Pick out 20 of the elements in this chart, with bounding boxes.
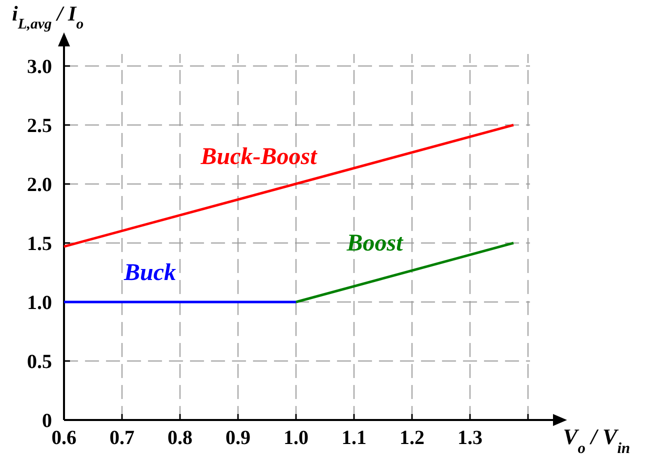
series-label: Boost (346, 230, 404, 256)
x-tick-label: 0.7 (110, 427, 134, 449)
y-tick-label: 1.5 (27, 233, 52, 255)
x-tick-label: 1.0 (284, 427, 308, 449)
x-tick-label: 0.6 (52, 427, 76, 449)
y-tick-label: 3.0 (27, 56, 52, 78)
x-axis-title: V$_{o}$ / V$_{in}$ (563, 424, 630, 456)
series-label: Buck (122, 260, 176, 286)
y-tick-label: 0 (42, 410, 52, 432)
series-label: Buck-Boost (200, 144, 318, 170)
x-tick-label: 1.3 (458, 427, 482, 449)
x-tick-label: 0.9 (226, 427, 250, 449)
y-tick-label: 2.0 (27, 174, 52, 196)
x-tick-label: 1.1 (342, 427, 366, 449)
y-tick-label: 0.5 (27, 351, 52, 373)
x-tick-label: 1.2 (400, 427, 424, 449)
y-tick-label: 1.0 (27, 292, 52, 314)
x-tick-label: 0.8 (168, 427, 192, 449)
y-axis-title: i$_{L,avg}$ / I$_{o}$ (12, 1, 84, 32)
y-tick-label: 2.5 (27, 115, 52, 137)
